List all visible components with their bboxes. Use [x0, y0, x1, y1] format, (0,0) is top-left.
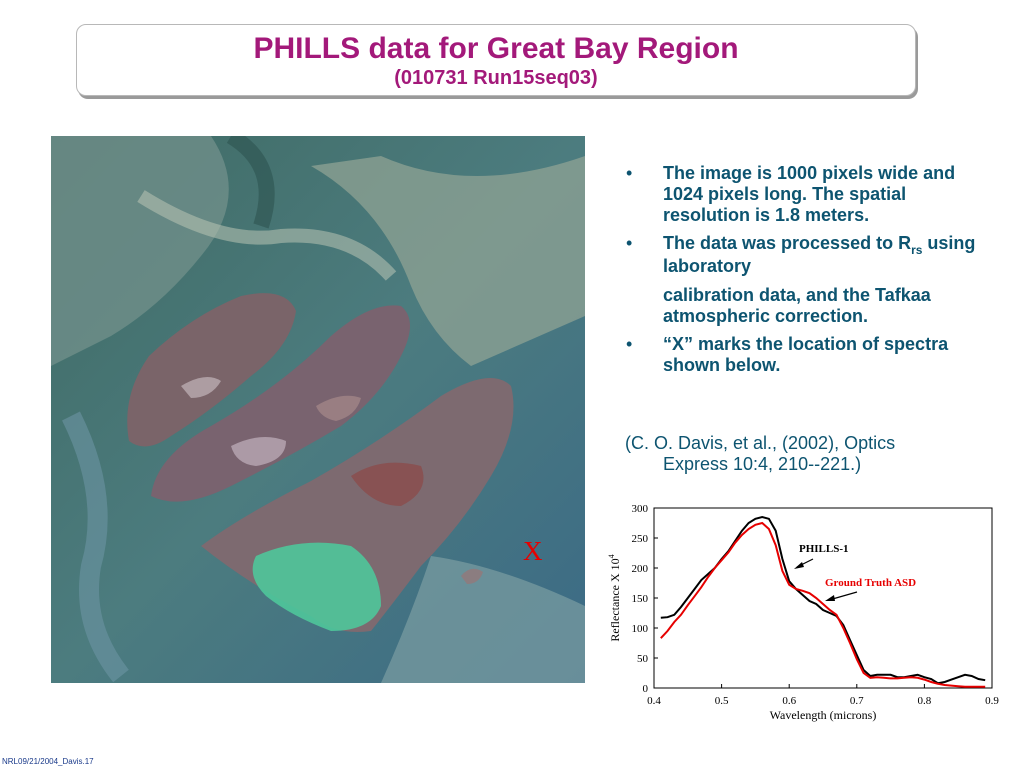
- x-axis-label: Wavelength (microns): [770, 708, 877, 722]
- y-axis-label-exponent: 4: [607, 554, 616, 558]
- spectra-location-marker: X: [523, 536, 543, 566]
- citation: (C. O. Davis, et al., (2002), Optics Exp…: [625, 433, 997, 475]
- footer-id: NRL09/21/2004_Davis.17: [2, 757, 94, 766]
- plot-frame: [653, 507, 993, 689]
- title-box: PHILLS data for Great Bay Region (010731…: [76, 24, 916, 96]
- y-tick-label: 150: [632, 593, 649, 605]
- bullet-item: • The data was processed to Rrs using lab…: [622, 233, 982, 327]
- y-tick-label: 300: [632, 503, 649, 515]
- legend-label-phills-1: PHILLS-1: [799, 543, 849, 555]
- legend-arrowhead-ground-truth-asd: [825, 595, 835, 601]
- x-tick-label: 0.9: [985, 695, 999, 707]
- y-tick-label: 50: [637, 653, 649, 665]
- bullet-item: • The image is 1000 pixels wide and 1024 …: [626, 163, 956, 225]
- x-tick-label: 0.5: [715, 695, 729, 707]
- y-axis-label: Reflectance X 104: [607, 554, 622, 641]
- satellite-image: [51, 136, 585, 683]
- slide-title: PHILLS data for Great Bay Region: [253, 32, 739, 65]
- bullet-list: • The image is 1000 pixels wide and 1024 …: [622, 163, 982, 383]
- bullet-text: The image is 1000 pixels wide and 1024 p…: [663, 163, 956, 225]
- bullet-subscript: rs: [911, 243, 923, 257]
- citation-line1: (C. O. Davis, et al., (2002), Optics: [625, 433, 896, 453]
- slide-subtitle: (010731 Run15seq03): [394, 67, 598, 89]
- legend-arrowhead-phills-1: [794, 562, 804, 569]
- x-tick-label: 0.4: [647, 695, 661, 707]
- series-line-phills-1: [660, 515, 986, 685]
- reflectance-chart: 0 50 100 150 200 250 300 0.4 0.5 0.6 0.7 0.8 0.9 Wave…: [607, 503, 999, 722]
- series-line-ground-truth-asd: [660, 521, 986, 688]
- x-tick-label: 0.6: [782, 695, 796, 707]
- y-tick-label: 100: [632, 623, 649, 635]
- legend-label-ground-truth-asd: Ground Truth ASD: [825, 577, 916, 589]
- bullet-text-line2: calibration data, and the Tafkaa atmosph…: [663, 285, 931, 326]
- bullet-text: “X” marks the location of spectra shown …: [663, 334, 949, 375]
- bullet-item: • “X” marks the location of spectra shown…: [626, 334, 949, 375]
- y-tick-label: 200: [632, 563, 649, 575]
- y-tick-label: 0: [643, 683, 649, 695]
- bullet-text-post: using laboratory: [663, 233, 976, 276]
- x-tick-label: 0.7: [850, 695, 864, 707]
- y-tick-label: 250: [632, 533, 649, 545]
- bullet-text-pre: The data was processed to R: [663, 233, 912, 253]
- x-tick-label: 0.8: [918, 695, 932, 707]
- citation-line2: Express 10:4, 210--221.): [663, 454, 862, 474]
